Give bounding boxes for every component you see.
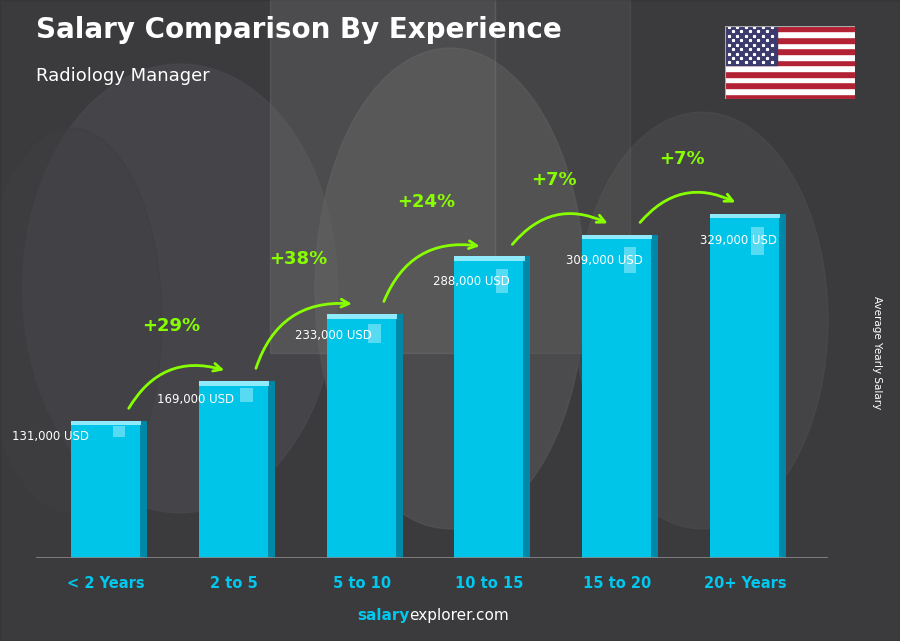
Text: +29%: +29% <box>141 317 200 335</box>
Bar <box>724 26 855 31</box>
Bar <box>496 269 508 292</box>
Ellipse shape <box>576 112 828 529</box>
Text: +38%: +38% <box>269 250 328 269</box>
Text: Salary Comparison By Experience: Salary Comparison By Experience <box>36 16 562 44</box>
Text: 15 to 20: 15 to 20 <box>583 576 652 590</box>
Text: 288,000 USD: 288,000 USD <box>433 274 510 288</box>
Bar <box>724 26 777 65</box>
Bar <box>710 213 780 219</box>
Text: 233,000 USD: 233,000 USD <box>295 329 372 342</box>
Text: +24%: +24% <box>397 193 455 211</box>
Bar <box>71 420 141 558</box>
Text: +7%: +7% <box>659 150 705 168</box>
Bar <box>270 0 495 353</box>
Ellipse shape <box>22 64 338 513</box>
Bar <box>268 381 274 558</box>
Bar <box>112 426 125 437</box>
Bar <box>752 228 764 255</box>
Bar <box>71 420 141 426</box>
Bar <box>724 71 855 77</box>
Bar <box>240 388 253 402</box>
Bar <box>724 31 855 37</box>
Text: Radiology Manager: Radiology Manager <box>36 67 210 85</box>
Bar <box>724 48 855 54</box>
Ellipse shape <box>315 48 585 529</box>
Bar <box>582 235 652 558</box>
Text: 309,000 USD: 309,000 USD <box>566 254 643 267</box>
Bar <box>724 88 855 94</box>
Bar <box>396 314 402 558</box>
Text: 20+ Years: 20+ Years <box>704 576 787 590</box>
Bar <box>523 256 530 558</box>
Bar <box>724 43 855 48</box>
Bar <box>624 247 636 273</box>
Bar <box>724 65 855 71</box>
Text: 2 to 5: 2 to 5 <box>210 576 258 590</box>
Text: explorer.com: explorer.com <box>410 608 509 623</box>
Bar <box>724 54 855 60</box>
Bar <box>368 324 381 343</box>
Text: 5 to 10: 5 to 10 <box>333 576 391 590</box>
Bar <box>327 314 397 558</box>
Text: +7%: +7% <box>531 171 577 189</box>
Bar <box>651 235 658 558</box>
Bar <box>724 94 855 99</box>
Bar <box>710 213 780 558</box>
Text: salary: salary <box>357 608 410 623</box>
Bar <box>199 381 269 386</box>
Text: 131,000 USD: 131,000 USD <box>12 430 88 444</box>
Text: 169,000 USD: 169,000 USD <box>158 394 234 406</box>
Bar <box>454 256 525 558</box>
Bar <box>327 314 397 319</box>
Bar <box>778 213 786 558</box>
Bar <box>724 77 855 82</box>
Text: 10 to 15: 10 to 15 <box>455 576 524 590</box>
Text: 329,000 USD: 329,000 USD <box>700 234 777 247</box>
Bar <box>454 256 525 262</box>
Ellipse shape <box>0 128 162 513</box>
Bar <box>199 381 269 558</box>
Bar <box>140 420 147 558</box>
Bar <box>724 37 855 43</box>
Bar <box>724 82 855 88</box>
Bar <box>495 0 630 353</box>
Text: < 2 Years: < 2 Years <box>68 576 145 590</box>
Bar <box>582 235 652 239</box>
Bar <box>724 60 855 65</box>
Text: Average Yearly Salary: Average Yearly Salary <box>872 296 883 409</box>
